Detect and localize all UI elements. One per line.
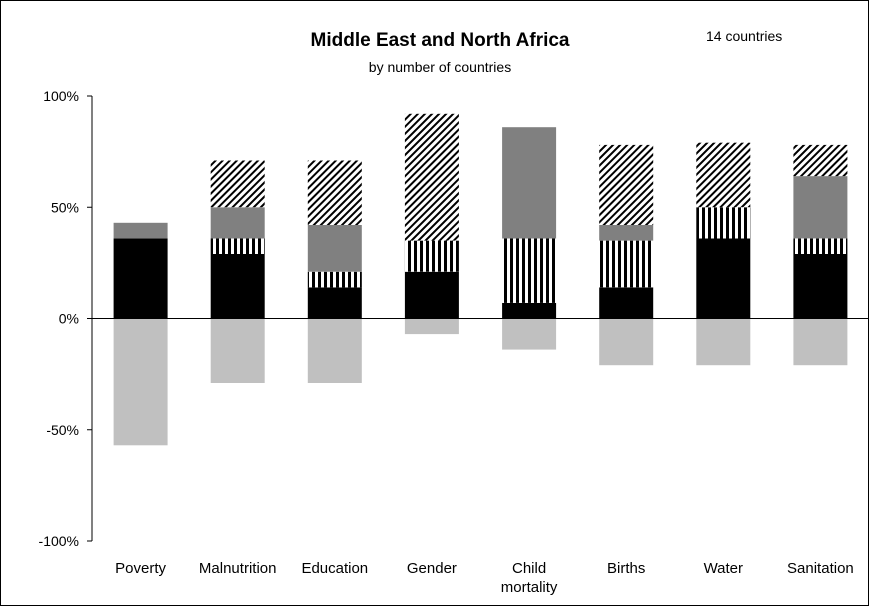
x-tick-label: Water bbox=[704, 560, 743, 577]
bar-segment-births-s5 bbox=[599, 318, 654, 366]
bar-segment-poverty-s5 bbox=[113, 318, 168, 446]
bar-segment-sanitation-s2 bbox=[793, 238, 848, 254]
bar-segment-child-mortality-s5 bbox=[502, 318, 557, 350]
x-tick-label: Malnutrition bbox=[199, 560, 277, 577]
x-tick-label: mortality bbox=[501, 579, 558, 596]
bar-segment-gender-s2 bbox=[404, 240, 459, 272]
bar-segment-malnutrition-s2 bbox=[210, 238, 265, 254]
chart-title: Middle East and North Africa bbox=[311, 30, 570, 51]
bar-segment-water-s2 bbox=[696, 207, 751, 239]
y-axis: 100% 50% 0% -50% -100% bbox=[39, 88, 869, 549]
x-tick-label: Gender bbox=[407, 560, 457, 577]
bars-group bbox=[113, 113, 848, 446]
country-count-annotation: 14 countries bbox=[706, 28, 782, 44]
bar-segment-malnutrition-s1 bbox=[210, 254, 265, 319]
y-tick-label: 50% bbox=[51, 199, 79, 215]
bar-segment-sanitation-s5 bbox=[793, 318, 848, 366]
y-tick-label: -100% bbox=[39, 533, 79, 549]
bar-segment-sanitation-s1 bbox=[793, 254, 848, 319]
x-tick-label: Poverty bbox=[115, 560, 166, 577]
bar-segment-water-s1 bbox=[696, 238, 751, 319]
bar-segment-education-s1 bbox=[307, 287, 362, 319]
bar-segment-births-s4 bbox=[599, 144, 654, 225]
bar-segment-child-mortality-s3 bbox=[502, 127, 557, 239]
bar-segment-malnutrition-s4 bbox=[210, 160, 265, 208]
bar-segment-poverty-s1 bbox=[113, 238, 168, 319]
bar-segment-births-s3 bbox=[599, 225, 654, 241]
x-axis-labels: Poverty Malnutrition Education Gender Child m… bbox=[115, 560, 854, 596]
bar-segment-education-s4 bbox=[307, 160, 362, 225]
bar-segment-gender-s4 bbox=[404, 113, 459, 241]
bar-segment-child-mortality-s1 bbox=[502, 302, 557, 319]
bar-segment-gender-s5 bbox=[404, 318, 459, 335]
y-tick-label: -50% bbox=[46, 422, 79, 438]
bar-segment-water-s4 bbox=[696, 142, 751, 208]
x-tick-label: Births bbox=[607, 560, 645, 577]
x-tick-label: Education bbox=[301, 560, 368, 577]
bar-segment-water-s5 bbox=[696, 318, 751, 366]
x-tick-label: Child bbox=[512, 560, 546, 577]
y-tick-label: 0% bbox=[59, 311, 79, 327]
bar-segment-sanitation-s3 bbox=[793, 176, 848, 239]
x-tick-label: Sanitation bbox=[787, 560, 854, 577]
bar-segment-malnutrition-s3 bbox=[210, 207, 265, 239]
bar-segment-gender-s1 bbox=[404, 271, 459, 319]
y-tick-label: 100% bbox=[43, 88, 79, 104]
bar-segment-education-s2 bbox=[307, 271, 362, 288]
bar-segment-poverty-s3 bbox=[113, 222, 168, 239]
chart-subtitle: by number of countries bbox=[369, 59, 511, 75]
bar-segment-child-mortality-s2 bbox=[502, 238, 557, 303]
bar-segment-education-s3 bbox=[307, 225, 362, 272]
bar-segment-births-s2 bbox=[599, 240, 654, 288]
bar-segment-sanitation-s4 bbox=[793, 144, 848, 177]
bar-segment-births-s1 bbox=[599, 287, 654, 319]
bar-segment-education-s5 bbox=[307, 318, 362, 383]
bar-segment-malnutrition-s5 bbox=[210, 318, 265, 383]
